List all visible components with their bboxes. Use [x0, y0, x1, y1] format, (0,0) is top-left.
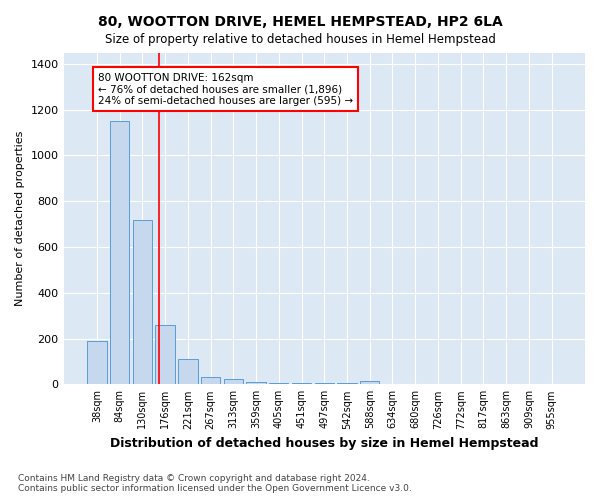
Text: Contains HM Land Registry data © Crown copyright and database right 2024.: Contains HM Land Registry data © Crown c… [18, 474, 370, 483]
Text: Contains public sector information licensed under the Open Government Licence v3: Contains public sector information licen… [18, 484, 412, 493]
Text: 80 WOOTTON DRIVE: 162sqm
← 76% of detached houses are smaller (1,896)
24% of sem: 80 WOOTTON DRIVE: 162sqm ← 76% of detach… [98, 72, 353, 106]
Bar [87, 341, 107, 384]
Bar [201, 378, 220, 384]
Bar [178, 359, 197, 384]
Text: 80, WOOTTON DRIVE, HEMEL HEMPSTEAD, HP2 6LA: 80, WOOTTON DRIVE, HEMEL HEMPSTEAD, HP2 … [98, 15, 502, 29]
Y-axis label: Number of detached properties: Number of detached properties [15, 130, 25, 306]
Bar [247, 382, 266, 384]
Text: Size of property relative to detached houses in Hemel Hempstead: Size of property relative to detached ho… [104, 32, 496, 46]
Bar [224, 378, 243, 384]
Bar [110, 121, 130, 384]
Bar [360, 381, 379, 384]
Bar [292, 383, 311, 384]
Bar [269, 383, 289, 384]
Bar [314, 383, 334, 384]
Bar [337, 383, 356, 384]
X-axis label: Distribution of detached houses by size in Hemel Hempstead: Distribution of detached houses by size … [110, 437, 539, 450]
Bar [133, 220, 152, 384]
Bar [155, 325, 175, 384]
